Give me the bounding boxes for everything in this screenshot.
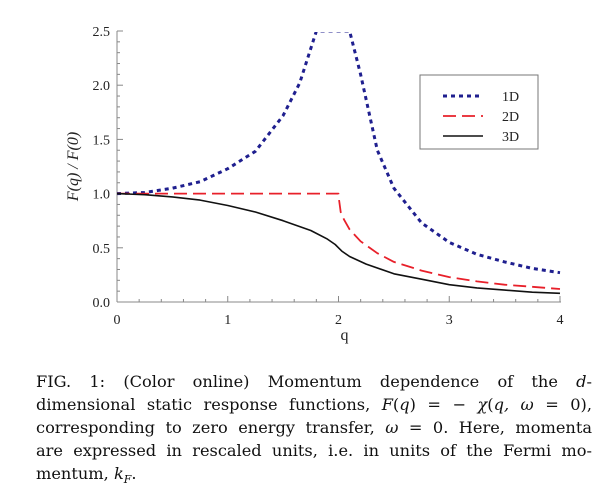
caption-text: dimensional static response functions, [36,395,382,414]
y-axis-ticks: 0.0 0.5 1.0 1.5 2.0 2.5 [93,25,123,311]
series-line-1D [117,32,561,275]
chart: 0.0 0.5 1.0 1.5 2.0 2.5 0 1 2 3 4 q F(q) / F(0) 1… [65,25,564,344]
legend-box [419,74,539,150]
y-tick-label: 0.0 [93,296,111,311]
series-line-3D [117,192,561,295]
series-line-2D [117,192,561,290]
caption-text: k [113,464,124,483]
x-axis-ticks: 0 1 2 3 4 [114,296,564,328]
series-group [117,32,561,295]
y-axis-label: F(q) / F(0) [65,132,82,202]
figure-caption: FIG. 1: (Color online) Momentum dependen… [36,370,592,491]
legend: 1D 2D 3D [419,74,539,150]
x-tick-label: 1 [224,313,231,328]
caption-text: ) = − [409,395,478,414]
y-tick-label: 0.5 [93,242,111,257]
legend-label: 2D [502,110,519,125]
caption-text: ω [385,418,399,437]
caption-text: ( [487,395,494,414]
y-tick-label: 1.5 [93,133,111,148]
x-tick-label: 4 [557,313,564,328]
caption-line: FIG. 1: (Color online) Momentum dependen… [36,370,592,393]
caption-text: χ [477,395,488,414]
y-tick-label: 2.5 [93,25,111,40]
caption-text: FIG. 1: (Color online) Momentum dependen… [36,372,577,391]
caption-text: q, ω [493,395,534,414]
caption-text: q [399,395,410,414]
caption-line: corresponding to zero energy transfer, ω… [36,416,592,439]
y-tick-label: 2.0 [93,79,111,94]
caption-text: = 0. Here, momenta [398,418,592,437]
legend-label: 3D [502,130,519,145]
caption-line: are expressed in rescaled units, i.e. in… [36,439,592,462]
caption-line: mentum, kF. [36,462,592,491]
x-tick-label: 2 [335,313,342,328]
y-tick-label: 1.0 [93,188,111,203]
caption-text: . [131,464,137,483]
caption-line: dimensional static response functions, F… [36,393,592,416]
caption-text: d [576,372,587,391]
caption-text: - [586,372,592,391]
x-tick-label: 0 [114,313,121,328]
caption-text: are expressed in rescaled units, i.e. in… [36,441,592,460]
caption-text: corresponding to zero energy transfer, [36,418,386,437]
caption-text: mentum, [36,464,114,483]
x-tick-label: 3 [446,313,453,328]
caption-text: F [381,395,393,414]
legend-label: 1D [502,90,519,105]
caption-text: F [123,473,132,487]
x-axis-label: q [341,327,349,344]
caption-text: ( [392,395,400,414]
caption-text: = 0), [533,395,592,414]
